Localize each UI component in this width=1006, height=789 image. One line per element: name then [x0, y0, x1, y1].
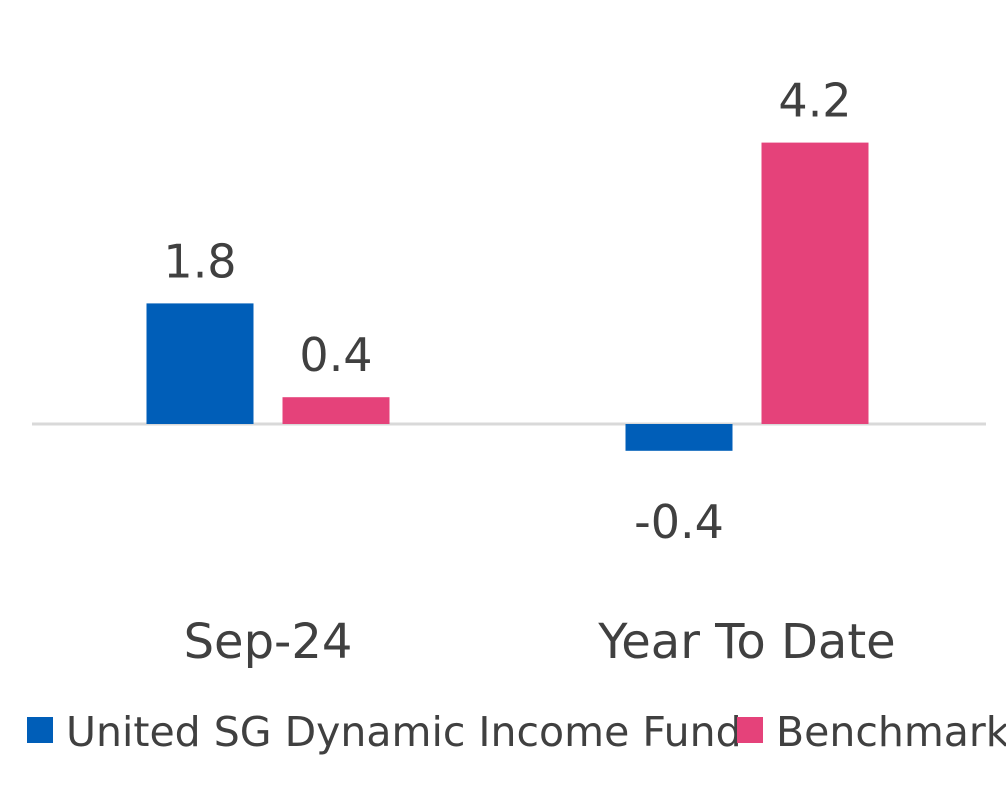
bars-layer: [146, 142, 869, 451]
bar-fund-sep-24: [146, 303, 254, 424]
legend-label-fund: United SG Dynamic Income Fund: [66, 708, 742, 756]
legend-swatch-fund: [27, 717, 53, 743]
bar-fund-year-to-date: [625, 424, 733, 451]
legend-label-benchmark: Benchmark: [776, 708, 1006, 756]
data-label-fund-year-to-date: -0.4: [634, 495, 724, 549]
legend: United SG Dynamic Income Fund Benchmark: [27, 708, 1006, 756]
data-labels-layer: 1.8 -0.4 0.4 4.2: [163, 74, 851, 549]
data-label-benchmark-sep-24: 0.4: [299, 328, 372, 382]
category-label-sep-24: Sep-24: [184, 614, 353, 670]
bar-benchmark-sep-24: [282, 397, 390, 424]
data-label-benchmark-year-to-date: 4.2: [778, 74, 851, 128]
category-label-year-to-date: Year To Date: [597, 614, 895, 670]
legend-swatch-benchmark: [737, 717, 763, 743]
data-label-fund-sep-24: 1.8: [163, 234, 236, 288]
bar-benchmark-year-to-date: [761, 142, 869, 424]
